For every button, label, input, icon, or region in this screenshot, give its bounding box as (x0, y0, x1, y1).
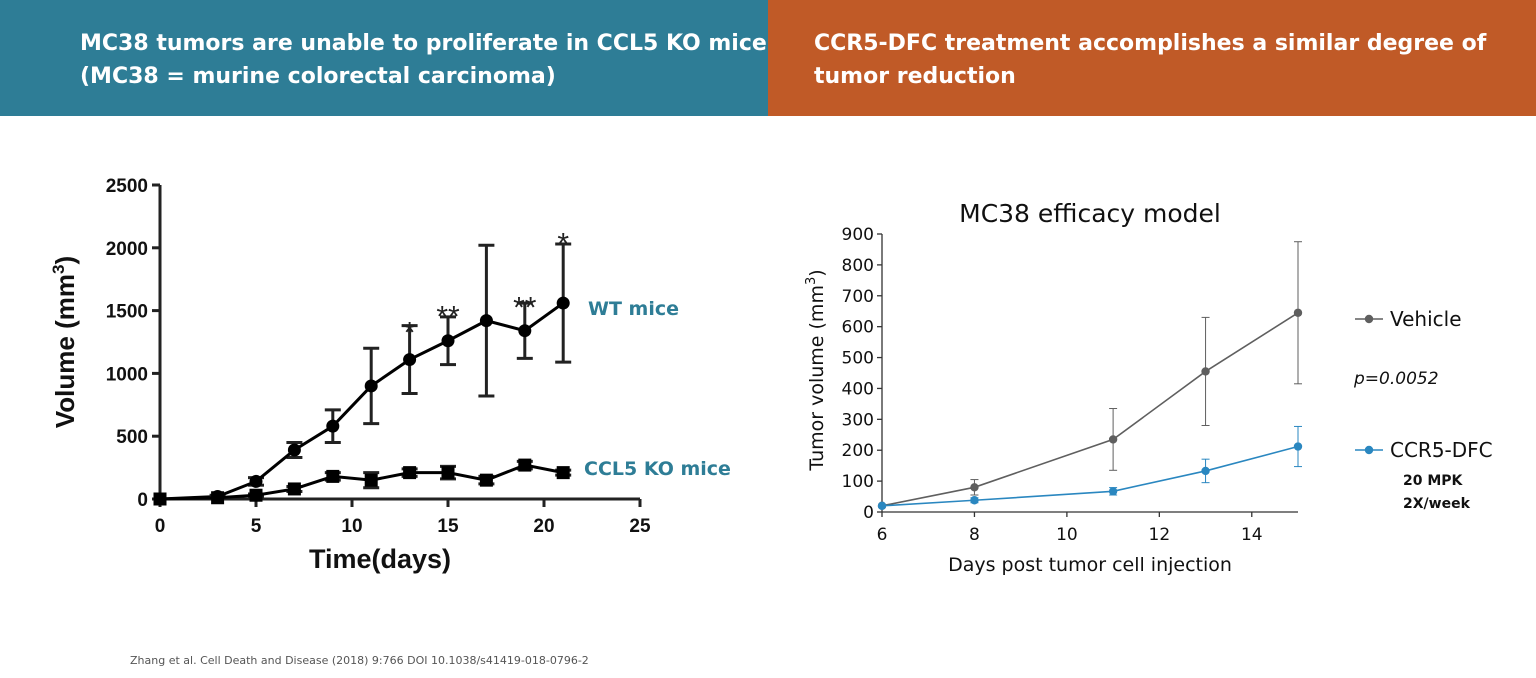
y-axis-title-main: Volume (mm (50, 274, 80, 428)
ccr5-dfc-data-point (1293, 442, 1303, 451)
y-tick-label: 800 (842, 256, 874, 276)
wt-data-point (249, 474, 263, 488)
y-tick-label: 0 (863, 503, 874, 523)
y-tick-label: 200 (842, 441, 874, 461)
ccr5-dfc-data-point (1108, 487, 1118, 496)
wt-data-point (326, 419, 340, 433)
significance-marker: * (557, 227, 569, 260)
right-header-banner: CCR5-DFC treatment accomplishes a simila… (768, 0, 1536, 116)
legend-ccr5-dfc-dose: 20 MPK (1403, 473, 1464, 489)
ccl5-ko-tumor-growth-chart: 0 500 1000 1500 2000 2500 0 5 10 15 20 25 Time(days)… (49, 176, 731, 574)
ko-data-point (364, 473, 378, 487)
wt-data-point (556, 296, 570, 310)
legend-vehicle-marker (1364, 314, 1374, 324)
significance-marker: ** (436, 300, 460, 333)
wt-data-point (364, 379, 378, 393)
y-tick-label: 400 (842, 379, 874, 399)
x-tick-label: 15 (437, 516, 459, 537)
y-axis-title-end: ) (50, 256, 80, 265)
left-header-banner: MC38 tumors are unable to proliferate in… (0, 0, 768, 116)
wt-data-point (518, 324, 532, 338)
ccr5-dfc-series-line (881, 445, 1299, 507)
y-tick-label: 2000 (106, 239, 148, 260)
y-tick-label: 500 (842, 349, 874, 369)
ko-data-point (249, 488, 263, 502)
y-axis-title: Tumor volume (mm3) (804, 269, 828, 471)
legend-ccr5-dfc-label: CCR5-DFC (1390, 438, 1493, 462)
ccr5-dfc-data-point (1201, 466, 1210, 476)
vehicle-series-line (881, 312, 1299, 507)
significance-marker: * (404, 317, 416, 350)
y-axis-title-superscript: 3 (804, 277, 819, 285)
y-tick-label: 2500 (106, 176, 148, 197)
x-tick-label: 12 (1149, 525, 1171, 545)
vehicle-data-point (970, 483, 979, 492)
x-tick-label: 10 (1056, 525, 1078, 545)
ccr5-dfc-data-point (877, 501, 887, 511)
legend-ccr5-dfc-frequency: 2X/week (1403, 496, 1471, 512)
left-header-line-1: MC38 tumors are unable to proliferate in… (80, 31, 767, 56)
ko-data-point (403, 466, 417, 480)
wt-data-point (403, 353, 417, 367)
x-axis-title: Time(days) (309, 544, 451, 574)
citation-text: Zhang et al. Cell Death and Disease (201… (130, 654, 589, 667)
ko-data-point (287, 482, 301, 496)
wt-data-point (479, 314, 493, 328)
y-axis-title-end: ) (806, 269, 828, 276)
y-tick-label: 900 (842, 225, 874, 245)
vehicle-data-point (1108, 435, 1118, 444)
legend-vehicle-label: Vehicle (1390, 307, 1462, 331)
left-header-line-2: (MC38 = murine colorectal carcinoma) (80, 64, 556, 89)
wt-data-point (287, 443, 301, 457)
ko-series-label: CCL5 KO mice (584, 458, 731, 480)
y-tick-label: 300 (842, 410, 874, 430)
y-axis-title-main: Tumor volume (mm (806, 285, 828, 472)
x-tick-label: 10 (341, 516, 362, 537)
ko-data-point (153, 492, 167, 506)
ko-data-point (556, 466, 570, 480)
wt-series-label: WT mice (588, 298, 679, 320)
x-tick-label: 5 (251, 516, 262, 537)
right-header-line-2: tumor reduction (814, 64, 1016, 89)
vehicle-data-point (1201, 367, 1210, 376)
ccr5-dfc-data-point (970, 496, 979, 505)
ko-data-point (326, 469, 340, 483)
y-tick-label: 0 (137, 490, 148, 511)
right-header-line-1: CCR5-DFC treatment accomplishes a simila… (814, 31, 1487, 56)
ko-data-point (479, 473, 493, 487)
x-tick-label: 25 (629, 516, 651, 537)
p-value-label: p=0.0052 (1353, 369, 1439, 389)
y-tick-label: 500 (116, 427, 148, 448)
vehicle-data-point (1293, 308, 1303, 317)
y-axis-title-superscript: 3 (49, 265, 68, 274)
ko-data-point (441, 466, 455, 480)
chart-title: MC38 efficacy model (959, 199, 1221, 228)
y-tick-label: 700 (842, 287, 874, 307)
x-tick-label: 20 (533, 516, 554, 537)
y-tick-label: 600 (842, 318, 874, 338)
y-axis-title: Volume (mm3) (49, 256, 80, 428)
y-tick-label: 1500 (106, 302, 148, 323)
y-tick-label: 1000 (106, 364, 148, 385)
significance-marker: ** (513, 292, 537, 325)
ko-data-point (518, 458, 532, 472)
x-axis-title: Days post tumor cell injection (948, 554, 1232, 576)
ko-data-point (211, 491, 225, 505)
wt-data-point (441, 334, 455, 348)
y-tick-label: 100 (842, 472, 874, 492)
x-tick-label: 8 (969, 525, 980, 545)
x-tick-label: 0 (155, 516, 166, 537)
x-tick-label: 6 (877, 525, 888, 545)
x-tick-label: 14 (1241, 525, 1263, 545)
legend-ccr5-dfc-marker (1364, 445, 1374, 455)
